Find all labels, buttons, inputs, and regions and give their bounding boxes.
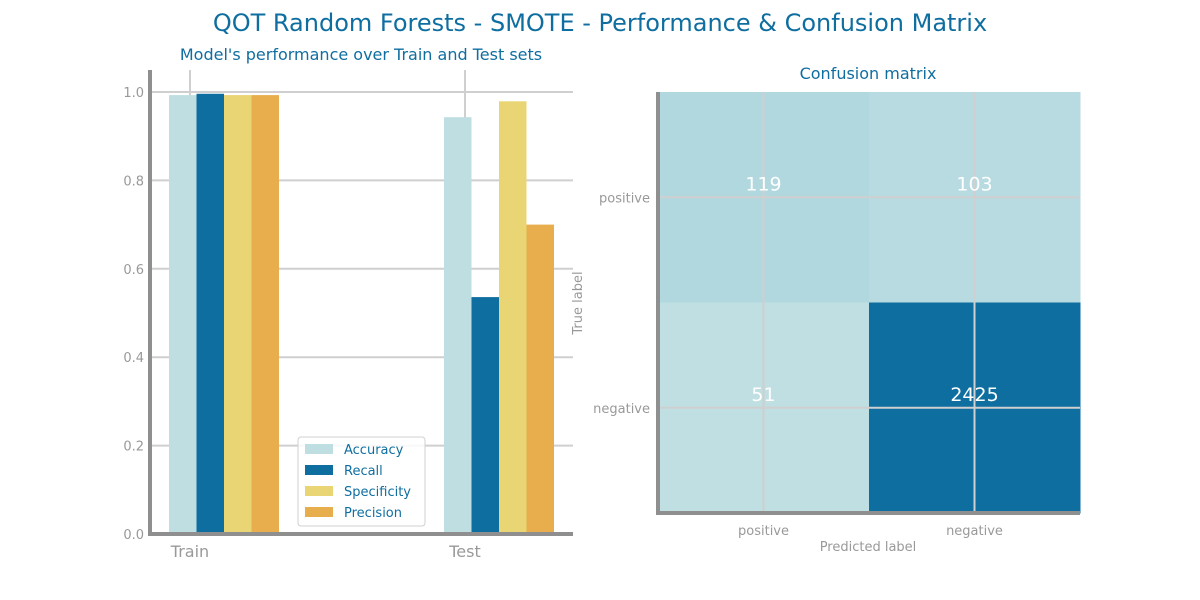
confusion-ylabel: True label bbox=[571, 271, 586, 335]
bar-recall-test bbox=[471, 297, 499, 534]
bar-chart-legend-box bbox=[297, 436, 426, 527]
legend-label-accuracy: Accuracy bbox=[344, 443, 404, 458]
bar-chart-xtick-label: Test bbox=[448, 542, 481, 561]
legend-label-precision: Precision bbox=[344, 506, 402, 521]
confusion-cell-value: 51 bbox=[751, 384, 775, 406]
bar-accuracy-test bbox=[444, 117, 472, 534]
confusion-ytick-label: negative bbox=[593, 402, 650, 417]
bar-chart-bars bbox=[169, 93, 554, 535]
confusion-xlabel: Predicted label bbox=[820, 540, 917, 555]
bar-specificity-test bbox=[499, 101, 527, 535]
confusion-cell-value: 119 bbox=[745, 173, 781, 195]
legend-swatch-accuracy bbox=[305, 444, 333, 454]
confusion-matrix-title: Confusion matrix bbox=[800, 64, 937, 83]
bar-chart-title: Model's performance over Train and Test … bbox=[180, 45, 542, 64]
legend-label-recall: Recall bbox=[344, 464, 383, 479]
confusion-cell-value: 103 bbox=[956, 173, 992, 195]
bar-chart-ytick-label: 0.8 bbox=[123, 174, 144, 189]
confusion-matrix-cells bbox=[658, 92, 1081, 514]
legend-label-specificity: Specificity bbox=[344, 485, 411, 500]
confusion-matrix-axes: positive negative positive negative Predicte… bbox=[571, 92, 1080, 555]
bar-accuracy-train bbox=[169, 95, 197, 535]
figure-title: QOT Random Forests - SMOTE - Performance… bbox=[213, 9, 987, 37]
confusion-matrix-grid bbox=[658, 92, 1080, 513]
confusion-ytick-label: positive bbox=[599, 191, 650, 206]
bar-chart-ytick-label: 0.4 bbox=[123, 351, 144, 366]
performance-bar-chart: Model's performance over Train and Test … bbox=[123, 45, 573, 561]
confusion-matrix-chart: Confusion matrix 119 103 51 2425 positive ne… bbox=[571, 64, 1081, 555]
confusion-xtick-label: positive bbox=[738, 524, 789, 539]
confusion-xtick-label: negative bbox=[946, 524, 1003, 539]
bar-chart-ytick-label: 0.6 bbox=[123, 263, 144, 278]
bar-chart-ytick-label: 0.0 bbox=[123, 528, 144, 543]
bar-chart-axes: 0.0 0.2 0.4 0.6 0.8 1.0 Train Test bbox=[123, 70, 573, 561]
bar-chart-ytick-label: 0.2 bbox=[123, 440, 144, 455]
bar-precision-test bbox=[526, 224, 554, 534]
legend-swatch-specificity bbox=[305, 486, 333, 496]
bar-chart-xtick-label: Train bbox=[170, 542, 209, 561]
bar-chart-legend: Accuracy Recall Specificity Precision bbox=[297, 436, 426, 527]
confusion-cell-value: 2425 bbox=[950, 384, 998, 406]
bar-precision-train bbox=[251, 95, 279, 535]
bar-chart-ytick-label: 1.0 bbox=[123, 86, 144, 101]
legend-swatch-precision bbox=[305, 507, 333, 517]
confusion-matrix-cell-labels: 119 103 51 2425 bbox=[745, 173, 998, 406]
legend-swatch-recall bbox=[305, 465, 333, 475]
bar-specificity-train bbox=[224, 95, 252, 535]
bar-recall-train bbox=[196, 93, 224, 534]
